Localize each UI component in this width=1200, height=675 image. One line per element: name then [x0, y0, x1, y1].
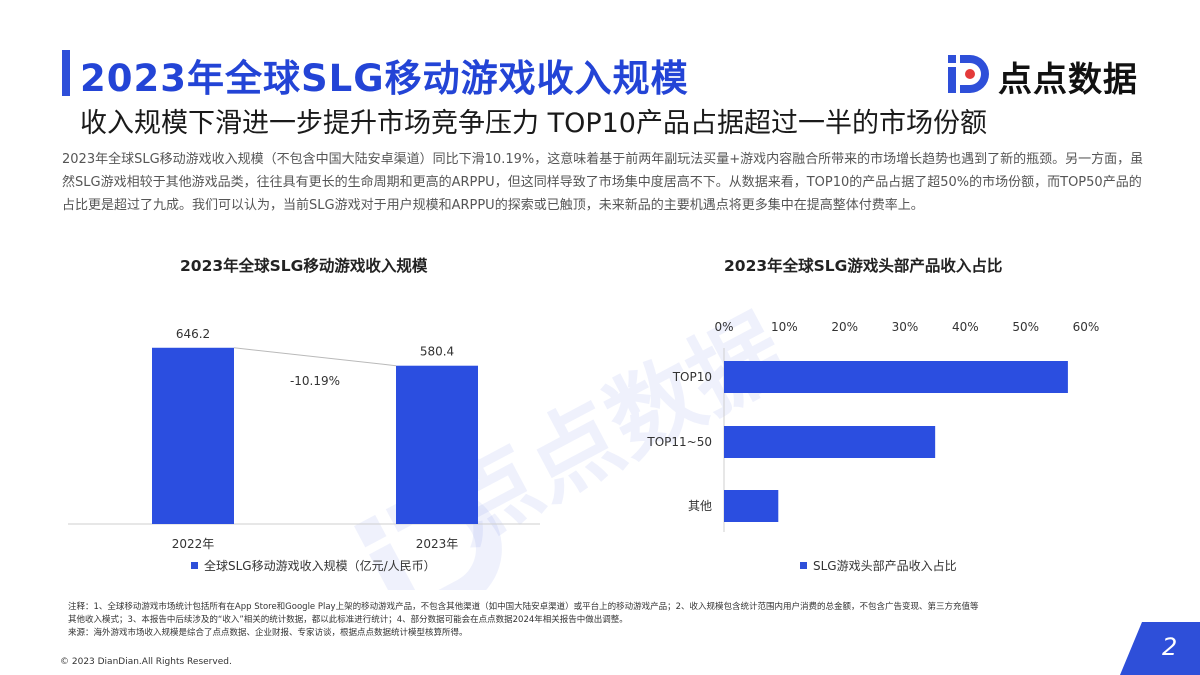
x-tick-label: 20%: [831, 320, 858, 334]
source-line: 来源：海外游戏市场收入规模是综合了点点数据、企业财报、专家访谈，根据点点数据统计…: [68, 628, 468, 638]
note-line: 其他收入模式；3、本报告中后续涉及的“收入”相关的统计数据，都以此标准进行统计；…: [68, 615, 628, 625]
bar-2022年: [152, 347, 234, 524]
intro-paragraph: 2023年全球SLG移动游戏收入规模（不包含中国大陆安卓渠道）同比下滑10.19…: [62, 152, 1144, 213]
legend-swatch: [191, 562, 198, 569]
page-number: 2: [1162, 633, 1178, 661]
bar-TOP10: [724, 361, 1068, 393]
copyright: © 2023 DianDian.All Rights Reserved.: [60, 657, 232, 667]
revenue-bar-chart: 646.2 2022年 580.4 2023年 -10.19%: [68, 327, 540, 551]
right-chart-legend: SLG游戏头部产品收入占比: [800, 557, 957, 574]
x-tick-label: 60%: [1073, 320, 1100, 334]
x-tick-label: 10%: [771, 320, 798, 334]
y-tick-label: 其他: [688, 499, 712, 513]
diandian-logo-icon: [948, 55, 989, 93]
right-chart-title: 2023年全球SLG游戏头部产品收入占比: [724, 257, 1003, 275]
change-annotation: -10.19%: [290, 374, 340, 388]
data-label: 580.4: [420, 345, 454, 359]
bar-TOP11~50: [724, 426, 936, 458]
page-number-tab: [1120, 622, 1200, 675]
left-chart-title: 2023年全球SLG移动游戏收入规模: [180, 257, 428, 275]
x-tick-label: 2022年: [172, 537, 215, 551]
x-tick-label: 30%: [892, 320, 919, 334]
page-title: 2023年全球SLG移动游戏收入规模: [80, 57, 689, 100]
y-tick-label: TOP10: [672, 370, 712, 384]
bar-其他: [724, 490, 779, 522]
page-subtitle: 收入规模下滑进一步提升市场竞争压力 TOP10产品占据超过一半的市场份额: [80, 108, 987, 139]
x-tick-label: 0%: [714, 320, 733, 334]
legend-label: SLG游戏头部产品收入占比: [813, 559, 957, 573]
bar-2023年: [396, 365, 478, 524]
data-label: 646.2: [176, 327, 210, 341]
x-tick-label: 2023年: [416, 537, 459, 551]
logo-text: 点点数据: [998, 60, 1138, 100]
note-line: 注释：1、全球移动游戏市场统计包括所有在App Store和Google Pla…: [68, 602, 979, 612]
footnotes: 注释：1、全球移动游戏市场统计包括所有在App Store和Google Pla…: [68, 601, 1148, 640]
share-bar-chart: 0% 10% 20% 30% 40% 50% 60% TOP10 TOP11~50 其他: [646, 320, 1100, 532]
legend-swatch: [800, 562, 807, 569]
legend-label: 全球SLG移动游戏收入规模（亿元/人民币）: [204, 559, 436, 573]
brand-logo: 点点数据: [946, 50, 1156, 100]
x-tick-label: 40%: [952, 320, 979, 334]
title-accent-bar: [62, 50, 70, 96]
left-chart-legend: 全球SLG移动游戏收入规模（亿元/人民币）: [191, 557, 436, 574]
x-tick-label: 50%: [1012, 320, 1039, 334]
y-tick-label: TOP11~50: [646, 435, 712, 449]
change-connector-line: [233, 347, 397, 367]
